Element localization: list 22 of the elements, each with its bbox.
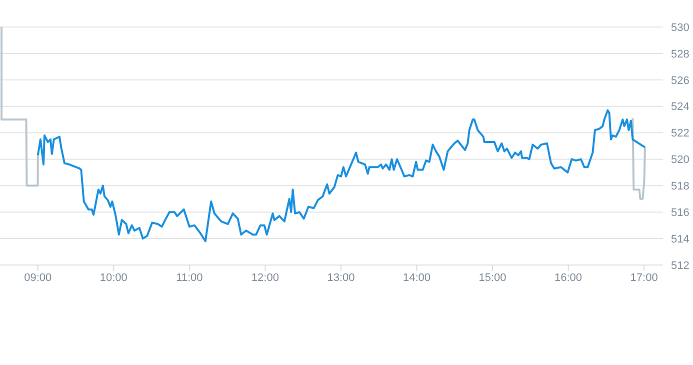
x-tick-label: 14:00 — [402, 272, 431, 284]
y-tick-label: 516 — [671, 207, 690, 220]
line-series — [36, 109, 646, 242]
x-tick-label: 15:00 — [478, 272, 506, 284]
line-series — [0, 27, 39, 187]
x-tick-label: 16:00 — [554, 272, 582, 284]
y-tick-label: 524 — [671, 101, 690, 114]
y-tick-label: 514 — [671, 233, 690, 246]
y-tick-label: 512 — [671, 260, 690, 272]
x-tick-label: 17:00 — [630, 272, 658, 284]
y-tick-label: 520 — [671, 154, 690, 166]
y-tick-label: 528 — [671, 48, 690, 60]
y-tick-label: 526 — [671, 74, 690, 87]
y-tick-label: 530 — [671, 22, 690, 34]
x-tick-label: 12:00 — [251, 272, 279, 284]
x-tick-label: 09:00 — [24, 272, 52, 284]
x-tick-label: 13:00 — [327, 272, 355, 284]
x-tick-label: 10:00 — [100, 272, 128, 284]
y-tick-label: 518 — [671, 180, 690, 193]
line-series — [632, 117, 646, 200]
y-tick-label: 522 — [671, 128, 690, 140]
x-tick-label: 11:00 — [176, 272, 203, 284]
